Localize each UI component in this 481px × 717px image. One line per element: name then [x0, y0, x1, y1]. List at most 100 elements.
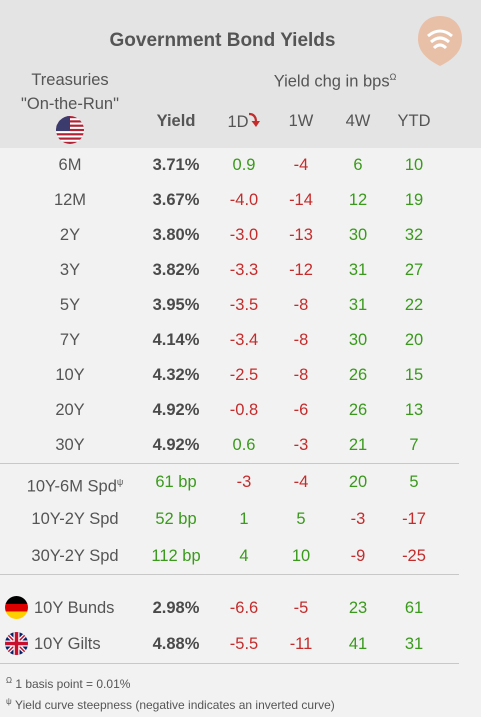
table-row: 10Y Gilts 4.88% -5.5 -11 41 31 [0, 627, 481, 662]
brand-logo-icon [416, 14, 464, 68]
row-label: 10Y [0, 358, 140, 393]
row-label-text: 10Y-2Y Spd [31, 510, 119, 528]
us-flag-icon [56, 116, 84, 144]
table-row: 10Y Bunds 2.98% -6.6 -5 23 61 [0, 591, 481, 626]
footnote-text: Yield curve steepness (negative indicate… [15, 698, 335, 712]
change-1d: -3.3 [229, 261, 259, 279]
table-row: 20Y 4.92% -0.8 -6 26 13 [0, 393, 481, 428]
change-1w: -13 [289, 226, 313, 244]
table-row: 6M 3.71% 0.9 -4 6 10 [0, 148, 481, 183]
change-ytd: 15 [404, 366, 424, 384]
yield-value: 3.71% [152, 156, 200, 174]
change-ytd: 61 [404, 599, 424, 617]
yield-value: 3.82% [152, 261, 200, 279]
table-row: 30Y 4.92% 0.6 -3 21 7 [0, 428, 481, 463]
change-1d: -2.5 [229, 366, 259, 384]
change-1w: -6 [293, 401, 309, 419]
change-1d: -6.6 [229, 599, 259, 617]
row-label-text: 7Y [59, 331, 81, 349]
yield-value: 112 bp [151, 547, 201, 565]
change-1w: -8 [293, 331, 309, 349]
psi-marker: ψ [116, 477, 124, 487]
treasuries-heading: Treasuries "On-the-Run" [0, 68, 140, 116]
change-ytd: 5 [409, 473, 419, 491]
table-row: 3Y 3.82% -3.3 -12 31 27 [0, 253, 481, 288]
row-label: 5Y [0, 288, 140, 323]
row-label-text: 12M [53, 191, 87, 209]
change-4w: 26 [348, 366, 368, 384]
footnote-basis-point: Ω 1 basis point = 0.01% [6, 676, 130, 691]
yield-change-label: Yield chg in bps [273, 72, 390, 91]
change-1w: 5 [296, 510, 306, 528]
yield-value: 3.67% [152, 191, 200, 209]
change-4w: 23 [348, 599, 368, 617]
change-1d: -0.8 [229, 401, 259, 419]
change-4w: 30 [348, 226, 368, 244]
row-label: 10Y Gilts [0, 627, 140, 662]
table-row: 2Y 3.80% -3.0 -13 30 32 [0, 218, 481, 253]
change-1d: -3 [236, 473, 252, 491]
yield-value: 4.92% [152, 436, 200, 454]
section-divider [0, 663, 459, 664]
change-ytd: 10 [404, 156, 424, 174]
row-label-text: 5Y [59, 296, 81, 314]
change-ytd: 27 [404, 261, 424, 279]
change-1w: -5 [293, 599, 309, 617]
row-label: 30Y-2Y Spd [0, 539, 150, 574]
row-label-text: 20Y [55, 401, 85, 419]
row-label: 30Y [0, 428, 140, 463]
table-row: 7Y 4.14% -3.4 -8 30 20 [0, 323, 481, 358]
change-1d: -3.5 [229, 296, 259, 314]
page-title: Government Bond Yields [109, 30, 336, 51]
change-ytd: -25 [402, 547, 426, 565]
change-4w: 20 [348, 473, 368, 491]
change-1d: 1 [239, 510, 249, 528]
change-4w: 26 [348, 401, 368, 419]
row-label: 10Y-6M Spdψ [0, 465, 150, 500]
row-label: 7Y [0, 323, 140, 358]
yield-value: 52 bp [155, 510, 197, 528]
table-row: 30Y-2Y Spd 112 bp 4 10 -9 -25 [0, 539, 481, 574]
change-ytd: 22 [404, 296, 424, 314]
yield-value: 4.32% [152, 366, 200, 384]
change-1w: -4 [293, 156, 309, 174]
curved-down-arrow-icon [247, 112, 261, 133]
yield-value: 4.14% [152, 331, 200, 349]
col-header-1d: 1D [215, 112, 273, 133]
yield-value: 4.92% [152, 401, 200, 419]
change-1w: -3 [293, 436, 309, 454]
omega-marker: Ω [6, 676, 12, 685]
change-1w: -8 [293, 296, 309, 314]
row-label-text: 10Y [55, 366, 85, 384]
yield-change-heading: Yield chg in bpsΩ [215, 72, 455, 92]
section-divider [0, 574, 459, 575]
table-row: 5Y 3.95% -3.5 -8 31 22 [0, 288, 481, 323]
change-ytd: 31 [404, 635, 424, 653]
table-row: 10Y-6M Spdψ 61 bp -3 -4 20 5 [0, 465, 481, 500]
change-4w: -3 [350, 510, 366, 528]
change-ytd: 13 [404, 401, 424, 419]
germany-flag-icon [5, 596, 28, 619]
table-row: 10Y 4.32% -2.5 -8 26 15 [0, 358, 481, 393]
change-ytd: 32 [404, 226, 424, 244]
change-1d: -4.0 [229, 191, 259, 209]
change-4w: 41 [348, 635, 368, 653]
change-1d: -5.5 [229, 635, 259, 653]
change-ytd: -17 [402, 510, 426, 528]
row-label-text: 10Y-6M Spd [26, 477, 117, 496]
change-1w: -14 [289, 191, 313, 209]
change-1w: -4 [293, 473, 309, 491]
row-label-text: 30Y-2Y Spd [31, 547, 119, 565]
row-label-text: 10Y Gilts [34, 635, 101, 653]
section-divider [0, 463, 459, 464]
yield-value: 3.95% [152, 296, 200, 314]
row-label: 10Y Bunds [0, 591, 140, 626]
change-1d: 0.6 [232, 436, 256, 454]
on-the-run-label: "On-the-Run" [21, 95, 119, 113]
yield-value: 4.88% [152, 635, 200, 653]
change-1w: -12 [289, 261, 313, 279]
row-label-text: 2Y [59, 226, 81, 244]
change-1w: -8 [293, 366, 309, 384]
row-label: 12M [0, 183, 140, 218]
table-row: 10Y-2Y Spd 52 bp 1 5 -3 -17 [0, 502, 481, 537]
